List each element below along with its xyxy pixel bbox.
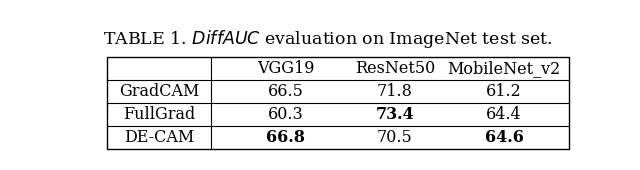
Text: 70.5: 70.5 [377,129,413,146]
Text: ResNet50: ResNet50 [355,60,435,77]
Bar [108,57,568,149]
Text: TABLE 1. $\mathit{DiffAUC}$ evaluation on ImageNet test set.: TABLE 1. $\mathit{DiffAUC}$ evaluation o… [103,28,553,50]
Text: 64.6: 64.6 [484,129,524,146]
Text: 61.2: 61.2 [486,83,522,100]
Text: FullGrad: FullGrad [124,106,195,123]
Text: 60.3: 60.3 [268,106,304,123]
Text: MobileNet_v2: MobileNet_v2 [447,60,561,77]
Text: GradCAM: GradCAM [119,83,200,100]
Text: 64.4: 64.4 [486,106,522,123]
Text: 71.8: 71.8 [377,83,413,100]
Text: 73.4: 73.4 [376,106,414,123]
Text: 66.5: 66.5 [268,83,304,100]
Text: 66.8: 66.8 [266,129,305,146]
Text: DE-CAM: DE-CAM [124,129,195,146]
Text: VGG19: VGG19 [257,60,315,77]
